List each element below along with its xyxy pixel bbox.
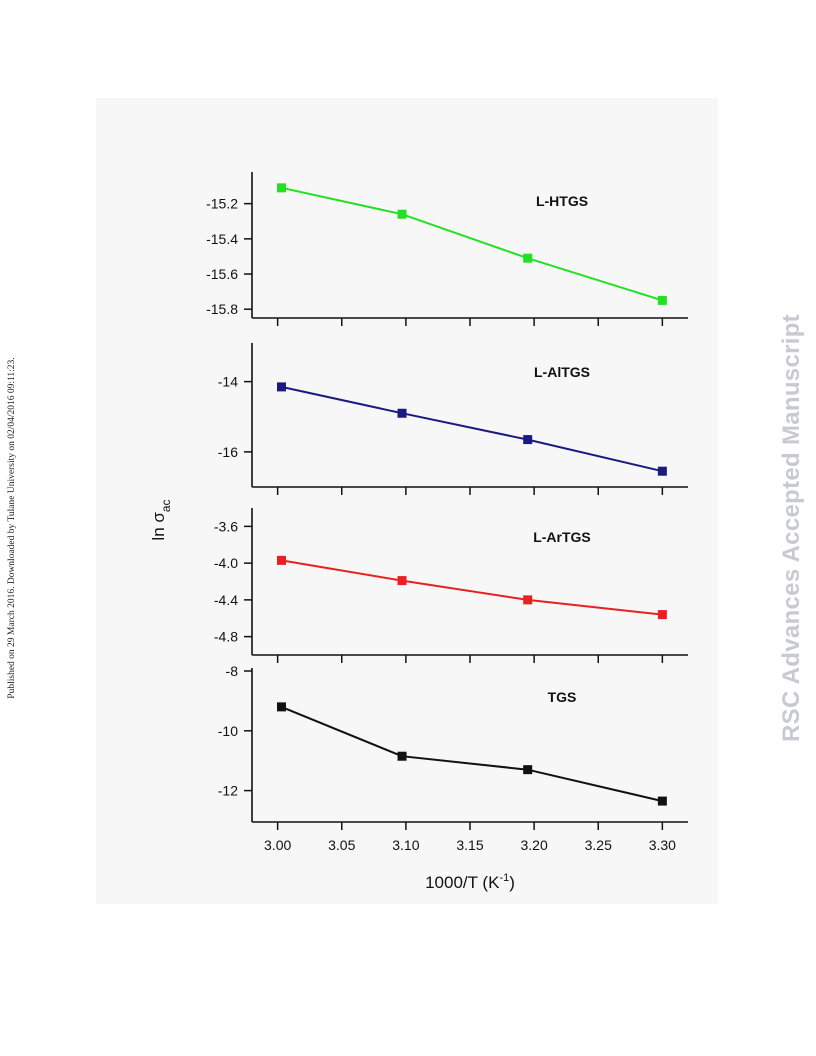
x-tick-label: 3.20 [520, 837, 547, 853]
data-point [523, 253, 533, 263]
y-tick-label: -15.4 [206, 231, 238, 247]
y-tick-label: -15.2 [206, 196, 238, 212]
series-label: L-HTGS [536, 193, 588, 209]
y-axis-title-sub: ac [159, 499, 173, 512]
x-tick-label: 3.10 [392, 837, 419, 853]
data-point [397, 751, 407, 761]
series-line [281, 559, 663, 616]
y-tick-label: -4.0 [214, 555, 238, 571]
x-tick-label: 3.25 [585, 837, 612, 853]
y-tick-label: -3.6 [214, 518, 238, 534]
x-axis-title-main: 1000/T (K [425, 873, 500, 892]
y-axis-title: ln σac [149, 499, 173, 540]
y-tick-label: -12 [218, 783, 238, 799]
x-axis-title: 1000/T (K-1) [425, 872, 515, 892]
series-line [281, 705, 663, 803]
data-point [523, 435, 533, 445]
data-point [657, 796, 667, 806]
x-axis-title-close: ) [509, 873, 515, 892]
y-tick-label: -15.8 [206, 301, 238, 317]
data-point [276, 702, 286, 712]
panel-4: -8 -10 -12 TGS [218, 663, 688, 830]
data-point [276, 555, 286, 565]
data-point [523, 595, 533, 605]
figure-background [96, 98, 718, 904]
data-point [276, 382, 286, 392]
series-line [281, 385, 663, 473]
series-label: L-ArTGS [533, 529, 591, 545]
panel-3: -3.6 -4.0 -4.4 -4.8 L-ArTGS [214, 508, 688, 663]
data-point [657, 295, 667, 305]
series-label: TGS [548, 689, 577, 705]
y-tick-label: -16 [218, 444, 238, 460]
data-point [397, 576, 407, 586]
y-tick-label: -8 [226, 663, 239, 679]
y-tick-label: -14 [218, 374, 238, 390]
data-point [523, 765, 533, 775]
publication-notice: Published on 29 March 2016. Downloaded b… [7, 357, 17, 699]
series-label: L-AlTGS [534, 364, 590, 380]
x-tick-label: 3.05 [328, 837, 355, 853]
x-axis-title-sup: -1 [499, 872, 509, 884]
y-axis-title-main: ln σ [149, 512, 168, 541]
x-tick-label: 3.30 [649, 837, 676, 853]
y-tick-label: -4.4 [214, 592, 238, 608]
panel-2: -14 -16 L-AlTGS [218, 343, 688, 495]
y-tick-label: -10 [218, 723, 238, 739]
data-point [657, 466, 667, 476]
y-tick-label: -15.6 [206, 266, 238, 282]
data-point [276, 183, 286, 193]
data-point [657, 610, 667, 620]
data-point [397, 209, 407, 219]
x-tick-label: 3.00 [264, 837, 291, 853]
panel-1: -15.2 -15.4 -15.6 -15.8 L-HTGS [206, 172, 688, 326]
y-tick-label: -4.8 [214, 629, 238, 645]
x-tick-label: 3.15 [456, 837, 483, 853]
journal-watermark: RSC Advances Accepted Manuscript [778, 314, 805, 742]
series-line [281, 186, 663, 302]
data-point [397, 408, 407, 418]
